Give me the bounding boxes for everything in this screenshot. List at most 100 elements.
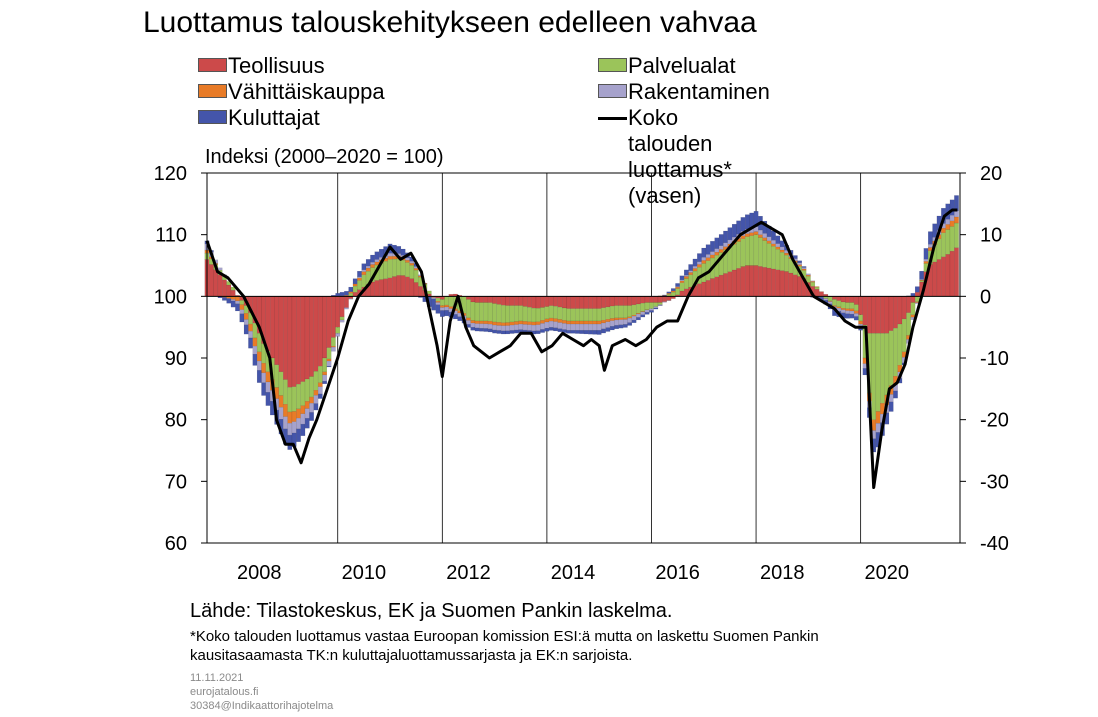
bar-segment xyxy=(500,322,506,326)
bar-segment xyxy=(300,381,306,406)
bar-segment xyxy=(601,296,606,308)
bar-segment xyxy=(283,296,288,380)
bar-segment xyxy=(518,323,524,330)
bar-segment xyxy=(435,302,441,305)
bar-segment xyxy=(853,304,859,311)
bar-segment xyxy=(209,264,214,297)
bar-segment xyxy=(592,320,598,325)
bar-segment xyxy=(566,308,572,322)
bar-segment xyxy=(775,249,781,270)
bar-segment xyxy=(522,306,528,322)
bar-segment xyxy=(479,296,484,303)
y-tick-label-left: 80 xyxy=(165,410,187,432)
bar-segment xyxy=(409,263,415,266)
bar-segment xyxy=(575,330,580,334)
bar-segment xyxy=(858,296,863,315)
bar-segment xyxy=(557,306,563,320)
bar-segment xyxy=(853,310,859,314)
bar-segment xyxy=(387,259,393,278)
bar-segment xyxy=(313,371,319,391)
bar-segment xyxy=(697,261,702,265)
bar-segment xyxy=(657,296,663,303)
bar-segment xyxy=(566,330,572,334)
bar-segment xyxy=(213,269,219,297)
bar-segment xyxy=(474,327,480,332)
bar-segment xyxy=(265,296,271,352)
bar-segment xyxy=(505,322,511,326)
bar-segment xyxy=(348,291,354,294)
bar-segment xyxy=(579,330,585,334)
bar-segment xyxy=(910,296,916,303)
bar-segment xyxy=(653,296,659,303)
bar-segment xyxy=(474,302,480,322)
bar-segment xyxy=(383,261,388,279)
bar-segment xyxy=(718,274,724,297)
y-tick-label-left: 70 xyxy=(165,471,187,493)
bar-segment xyxy=(945,229,951,255)
bar-segment xyxy=(662,294,667,296)
bar-segment xyxy=(309,376,314,398)
y-tick-label-right: 0 xyxy=(980,286,991,308)
bar-segment xyxy=(483,323,489,329)
bar-segment xyxy=(705,254,711,258)
bar-segment xyxy=(601,328,606,334)
x-tick-label: 2020 xyxy=(865,562,910,584)
bar-segment xyxy=(317,393,323,399)
bar-segment xyxy=(548,305,554,319)
bar-segment xyxy=(479,320,484,324)
bar-segment xyxy=(265,392,271,406)
bar-segment xyxy=(374,251,380,260)
bar-segment xyxy=(479,328,484,332)
bar-segment xyxy=(239,313,245,323)
bar-segment xyxy=(906,312,911,336)
bar-segment xyxy=(601,322,606,330)
bar-segment xyxy=(627,322,633,326)
legend-swatch-vahittaiskauppa xyxy=(198,84,227,98)
bar-segment xyxy=(535,296,541,309)
bar-segment xyxy=(588,308,593,322)
bar-segment xyxy=(688,264,694,271)
bar-segment xyxy=(570,323,576,331)
bar-segment xyxy=(409,265,415,279)
bar-segment xyxy=(627,305,633,318)
bar-segment xyxy=(243,313,249,320)
bar-segment xyxy=(344,307,349,310)
bar-segment xyxy=(296,417,301,430)
bar-segment xyxy=(322,374,327,382)
bar-segment xyxy=(771,230,776,241)
bar-segment xyxy=(579,308,585,322)
bar-segment xyxy=(326,296,332,348)
bar-segment xyxy=(540,323,545,330)
bar-segment xyxy=(483,320,489,325)
bar-segment xyxy=(588,296,593,309)
bar-segment xyxy=(727,227,733,241)
bar-segment xyxy=(483,302,489,322)
bar-segment xyxy=(644,309,650,313)
bar-segment xyxy=(309,412,314,421)
y-tick-label-right: 10 xyxy=(980,225,1002,247)
bar-segment xyxy=(823,298,829,301)
bar-segment xyxy=(714,237,720,249)
bar-segment xyxy=(278,296,284,373)
bar-segment xyxy=(766,240,772,244)
bar-segment xyxy=(378,248,384,258)
bar-segment xyxy=(893,390,898,399)
bar-segment xyxy=(265,371,271,383)
bar-segment xyxy=(945,219,951,225)
bar-segment xyxy=(710,251,715,256)
bar-segment xyxy=(801,267,807,270)
bar-segment xyxy=(575,308,580,322)
bar-segment xyxy=(287,387,293,413)
bar-segment xyxy=(544,321,550,329)
bar-segment xyxy=(588,323,593,331)
bar-segment xyxy=(705,257,711,261)
bar-segment xyxy=(566,323,572,331)
bar-segment xyxy=(544,318,550,323)
x-tick-label: 2018 xyxy=(760,562,805,584)
bar-segment xyxy=(352,283,358,287)
legend-label: Kuluttajat xyxy=(228,105,320,130)
bar-segment xyxy=(470,296,476,303)
chart-title: Luottamus talouskehitykseen edelleen vah… xyxy=(143,6,757,39)
bar-segment xyxy=(291,411,297,422)
